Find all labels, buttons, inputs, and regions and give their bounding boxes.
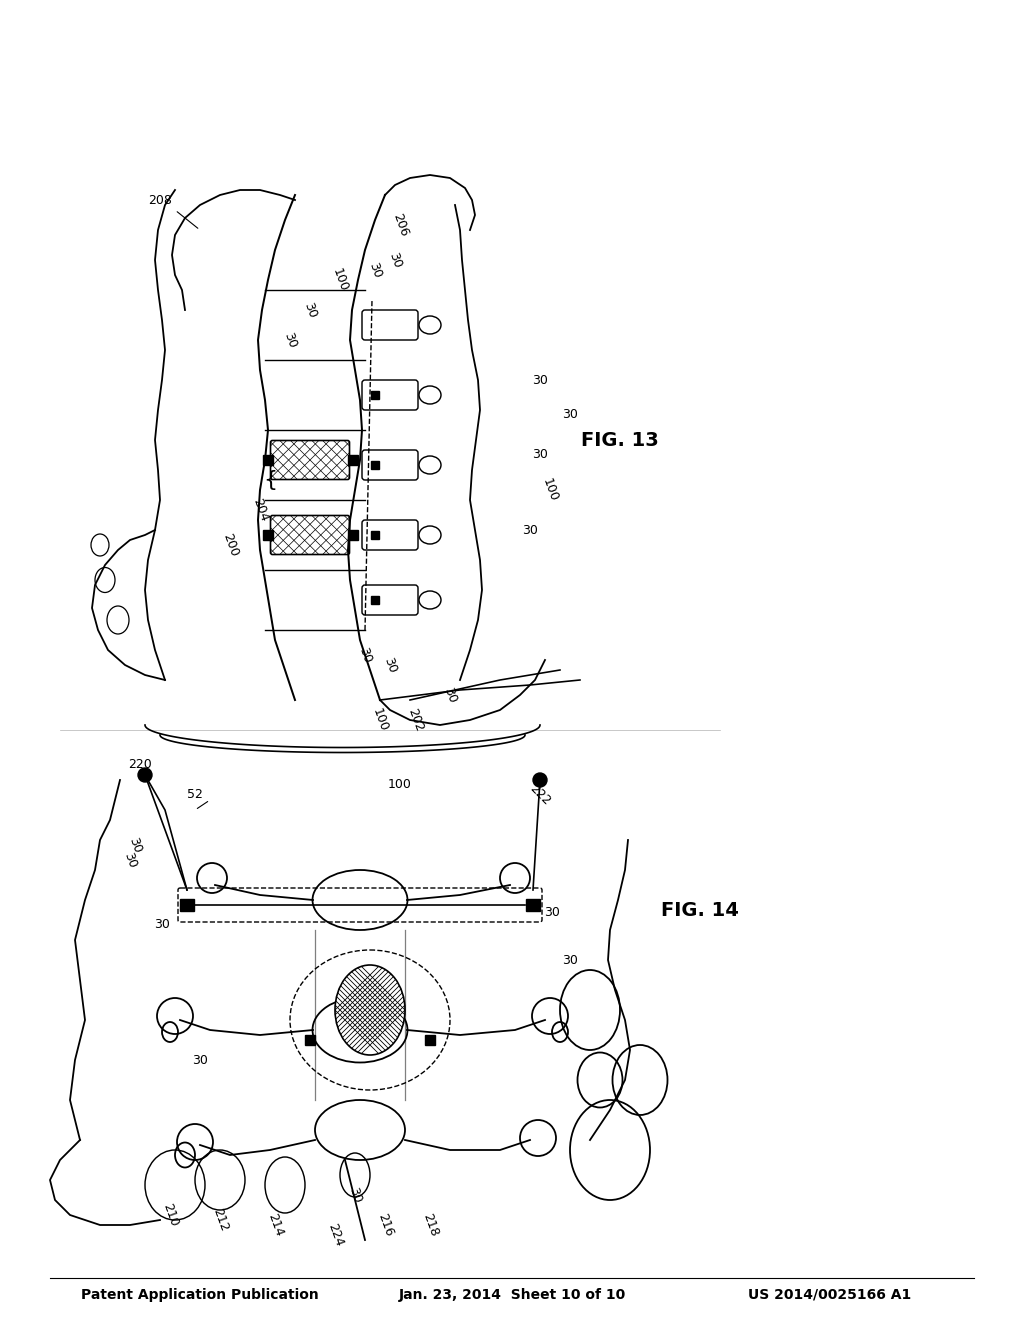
FancyBboxPatch shape — [270, 516, 349, 554]
Text: 218: 218 — [420, 1212, 440, 1238]
Bar — [371, 461, 379, 469]
Text: US 2014/0025166 A1: US 2014/0025166 A1 — [749, 1288, 911, 1302]
Text: 100: 100 — [330, 267, 350, 293]
Text: 30: 30 — [532, 449, 548, 462]
Bar — [526, 899, 540, 911]
Text: 210: 210 — [160, 1201, 180, 1229]
Text: 30: 30 — [367, 260, 384, 280]
Text: 30: 30 — [544, 907, 560, 920]
Circle shape — [534, 774, 547, 787]
Text: 30: 30 — [532, 374, 548, 387]
Text: 30: 30 — [346, 1185, 364, 1205]
Text: 30: 30 — [562, 953, 578, 966]
Text: 30: 30 — [282, 330, 299, 350]
Text: 30: 30 — [562, 408, 578, 421]
Text: 212: 212 — [210, 1206, 230, 1233]
Text: 30: 30 — [121, 850, 139, 870]
Text: 200: 200 — [220, 532, 241, 558]
Circle shape — [138, 768, 152, 781]
Text: FIG. 14: FIG. 14 — [662, 900, 739, 920]
Bar — [305, 1035, 315, 1045]
Text: FIG. 13: FIG. 13 — [582, 430, 658, 450]
Text: Patent Application Publication: Patent Application Publication — [81, 1288, 318, 1302]
Text: 30: 30 — [193, 1053, 208, 1067]
Text: 30: 30 — [441, 685, 459, 705]
Text: 30: 30 — [126, 836, 143, 854]
Text: {: { — [263, 470, 278, 490]
Text: 224: 224 — [325, 1222, 345, 1249]
Text: 30: 30 — [381, 655, 398, 675]
Text: 30: 30 — [356, 645, 374, 665]
Text: 216: 216 — [375, 1212, 395, 1238]
Text: 220: 220 — [128, 759, 152, 771]
Bar — [425, 1035, 435, 1045]
FancyBboxPatch shape — [270, 441, 349, 479]
Bar — [262, 455, 272, 465]
Text: 30: 30 — [522, 524, 538, 536]
Bar — [371, 531, 379, 539]
Bar — [371, 391, 379, 399]
Ellipse shape — [335, 965, 406, 1055]
Text: 100: 100 — [388, 779, 412, 792]
Bar — [371, 597, 379, 605]
Text: 30: 30 — [386, 251, 403, 269]
Bar — [262, 531, 272, 540]
Text: 202: 202 — [404, 706, 425, 734]
Bar — [347, 455, 357, 465]
Text: 204: 204 — [250, 496, 270, 524]
Text: 100: 100 — [370, 706, 390, 734]
Bar — [347, 531, 357, 540]
Text: 100: 100 — [540, 477, 560, 503]
Text: 52: 52 — [187, 788, 203, 801]
Text: 222: 222 — [527, 781, 553, 808]
Text: 30: 30 — [154, 919, 170, 932]
Text: 208: 208 — [148, 194, 172, 206]
Bar — [180, 899, 194, 911]
Text: Jan. 23, 2014  Sheet 10 of 10: Jan. 23, 2014 Sheet 10 of 10 — [398, 1288, 626, 1302]
Text: 30: 30 — [301, 301, 318, 319]
Text: 206: 206 — [390, 211, 411, 239]
Text: 214: 214 — [265, 1212, 285, 1238]
